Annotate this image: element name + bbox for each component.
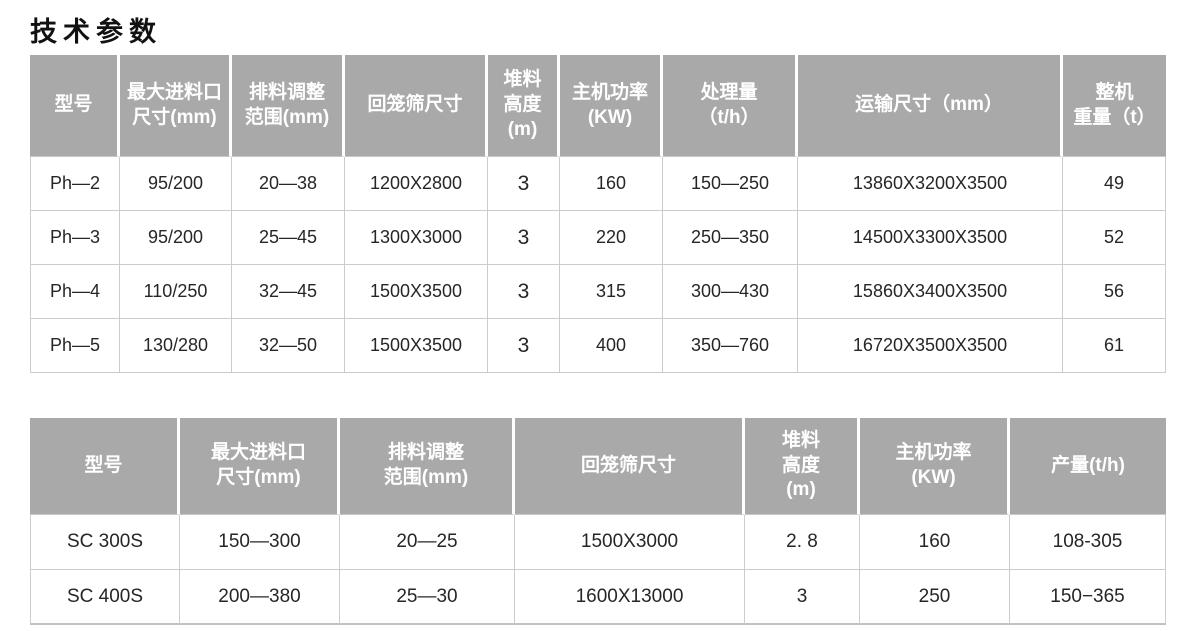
header-cell-screen-size: 回笼筛尺寸 xyxy=(515,418,745,515)
header-cell-discharge-range: 排料调整 范围(mm) xyxy=(340,418,515,515)
table-header-row: 型号 最大进料口 尺寸(mm) 排料调整 范围(mm) 回笼筛尺寸 堆料 高度 … xyxy=(30,418,1166,515)
cell-screen-size: 1500X3500 xyxy=(345,319,488,373)
cell-main-power: 250 xyxy=(860,570,1010,625)
cell-max-feed-size: 200—380 xyxy=(180,570,340,625)
header-cell-discharge-range: 排料调整 范围(mm) xyxy=(232,55,345,157)
cell-screen-size: 1500X3000 xyxy=(515,515,745,570)
cell-pile-height: 2. 8 xyxy=(745,515,860,570)
header-cell-max-feed-size: 最大进料口 尺寸(mm) xyxy=(180,418,340,515)
header-cell-main-power: 主机功率 (KW) xyxy=(860,418,1010,515)
cell-pile-height: 3 xyxy=(745,570,860,625)
cell-discharge-range: 20—38 xyxy=(232,157,345,211)
table-header-row: 型号 最大进料口 尺寸(mm) 排料调整 范围(mm) 回笼筛尺寸 堆料 高度 … xyxy=(30,55,1166,157)
cell-main-power: 400 xyxy=(560,319,663,373)
table-row: Ph—2 95/200 20—38 1200X2800 3 160 150—25… xyxy=(30,157,1166,211)
cell-pile-height: 3 xyxy=(488,157,560,211)
cell-discharge-range: 25—30 xyxy=(340,570,515,625)
cell-max-feed-size: 95/200 xyxy=(120,211,232,265)
cell-capacity: 250—350 xyxy=(663,211,798,265)
cell-pile-height: 3 xyxy=(488,265,560,319)
cell-main-power: 220 xyxy=(560,211,663,265)
cell-model: SC 400S xyxy=(30,570,180,625)
cell-total-weight: 52 xyxy=(1063,211,1166,265)
header-cell-capacity: 处理量 （t/h） xyxy=(663,55,798,157)
cell-model: Ph—4 xyxy=(30,265,120,319)
table-row: SC 400S 200—380 25—30 1600X13000 3 250 1… xyxy=(30,570,1166,625)
cell-pile-height: 3 xyxy=(488,211,560,265)
table-row: Ph—4 110/250 32—45 1500X3500 3 315 300—4… xyxy=(30,265,1166,319)
cell-main-power: 160 xyxy=(560,157,663,211)
cell-screen-size: 1500X3500 xyxy=(345,265,488,319)
cell-pile-height: 3 xyxy=(488,319,560,373)
cell-model: Ph—2 xyxy=(30,157,120,211)
cell-max-feed-size: 95/200 xyxy=(120,157,232,211)
cell-main-power: 315 xyxy=(560,265,663,319)
header-cell-total-weight: 整机 重量（t） xyxy=(1063,55,1166,157)
cell-discharge-range: 32—45 xyxy=(232,265,345,319)
ph-series-spec-table: 型号 最大进料口 尺寸(mm) 排料调整 范围(mm) 回笼筛尺寸 堆料 高度 … xyxy=(30,55,1166,373)
page-title: 技术参数 xyxy=(30,17,162,47)
cell-max-feed-size: 150—300 xyxy=(180,515,340,570)
cell-capacity: 350—760 xyxy=(663,319,798,373)
cell-screen-size: 1600X13000 xyxy=(515,570,745,625)
cell-transport-size: 14500X3300X3500 xyxy=(798,211,1063,265)
header-cell-main-power: 主机功率 (KW) xyxy=(560,55,663,157)
cell-transport-size: 16720X3500X3500 xyxy=(798,319,1063,373)
cell-output: 108-305 xyxy=(1010,515,1166,570)
cell-discharge-range: 32—50 xyxy=(232,319,345,373)
header-cell-pile-height: 堆料 高度 (m) xyxy=(745,418,860,515)
cell-max-feed-size: 110/250 xyxy=(120,265,232,319)
cell-max-feed-size: 130/280 xyxy=(120,319,232,373)
header-cell-max-feed-size: 最大进料口 尺寸(mm) xyxy=(120,55,232,157)
cell-discharge-range: 25—45 xyxy=(232,211,345,265)
cell-screen-size: 1200X2800 xyxy=(345,157,488,211)
cell-model: SC 300S xyxy=(30,515,180,570)
header-cell-transport-size: 运输尺寸（mm） xyxy=(798,55,1063,157)
table-row: Ph—5 130/280 32—50 1500X3500 3 400 350—7… xyxy=(30,319,1166,373)
cell-capacity: 300—430 xyxy=(663,265,798,319)
header-cell-model: 型号 xyxy=(30,55,120,157)
cell-output: 150−365 xyxy=(1010,570,1166,625)
cell-main-power: 160 xyxy=(860,515,1010,570)
cell-capacity: 150—250 xyxy=(663,157,798,211)
table-row: Ph—3 95/200 25—45 1300X3000 3 220 250—35… xyxy=(30,211,1166,265)
cell-model: Ph—5 xyxy=(30,319,120,373)
table-row: SC 300S 150—300 20—25 1500X3000 2. 8 160… xyxy=(30,515,1166,570)
sc-series-spec-table: 型号 最大进料口 尺寸(mm) 排料调整 范围(mm) 回笼筛尺寸 堆料 高度 … xyxy=(30,418,1166,625)
cell-discharge-range: 20—25 xyxy=(340,515,515,570)
cell-total-weight: 56 xyxy=(1063,265,1166,319)
cell-total-weight: 61 xyxy=(1063,319,1166,373)
header-cell-model: 型号 xyxy=(30,418,180,515)
header-cell-pile-height: 堆料 高度 (m) xyxy=(488,55,560,157)
header-cell-screen-size: 回笼筛尺寸 xyxy=(345,55,488,157)
cell-model: Ph—3 xyxy=(30,211,120,265)
cell-screen-size: 1300X3000 xyxy=(345,211,488,265)
cell-total-weight: 49 xyxy=(1063,157,1166,211)
cell-transport-size: 15860X3400X3500 xyxy=(798,265,1063,319)
cell-transport-size: 13860X3200X3500 xyxy=(798,157,1063,211)
header-cell-output: 产量(t/h) xyxy=(1010,418,1166,515)
